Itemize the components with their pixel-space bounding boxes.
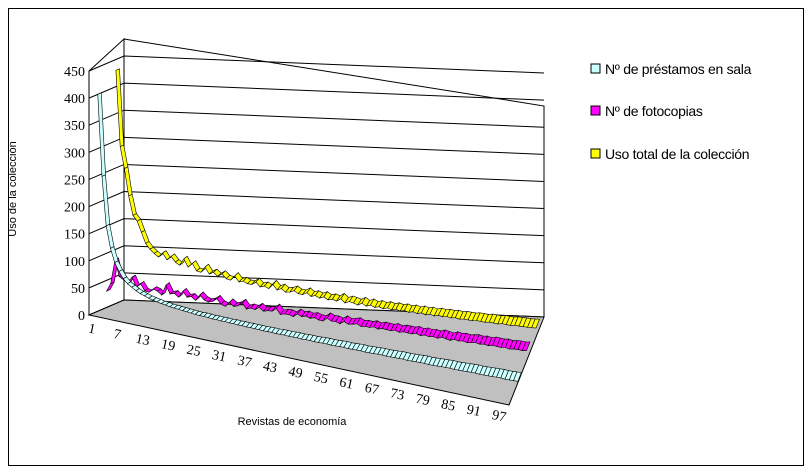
- legend-label-uso-total: Uso total de la colección: [605, 146, 749, 162]
- chart-floor: [87, 299, 545, 406]
- x-tick-label: 55: [312, 370, 329, 388]
- legend-swatch-prestamos: [590, 63, 601, 74]
- gridline: [88, 55, 545, 74]
- y-axis-title: Uso de la colección: [9, 141, 19, 236]
- y-tick-label: 0: [78, 309, 85, 324]
- x-axis-ticks: 1 7 13 19 25 31 37 43 49 55 61 67 73 79 85 91 97: [87, 322, 508, 426]
- y-tick-label: 150: [64, 228, 85, 243]
- y-tick-label: 250: [64, 173, 85, 188]
- y-tick-label: 50: [71, 282, 85, 297]
- x-tick-label: 25: [185, 343, 202, 361]
- y-axis-ticks: 0 50 100 150 200 250 300 350 400 450: [64, 65, 85, 324]
- x-tick-label: 7: [112, 327, 122, 343]
- x-tick-label: 49: [287, 364, 304, 382]
- series-ribbon-0: [97, 92, 522, 382]
- y-tick-label: 350: [64, 119, 85, 134]
- chart-frame: 0 50 100 150 200 250 300 350 400 450 1 7 13 19 25 31 37…: [8, 8, 804, 466]
- y-tick-label: 400: [64, 92, 85, 107]
- x-tick-label: 31: [211, 348, 228, 366]
- x-axis-title: Revistas de economía: [238, 416, 348, 428]
- x-tick-label: 37: [236, 354, 253, 372]
- x-tick-label: 97: [491, 408, 508, 426]
- gridline: [88, 245, 545, 264]
- legend-label-prestamos: Nº de préstamos en sala: [605, 61, 752, 77]
- y-tick-label: 100: [64, 255, 85, 270]
- x-tick-label: 61: [338, 375, 355, 393]
- gridline: [88, 218, 545, 237]
- x-tick-label: 73: [389, 386, 406, 404]
- gridline: [88, 191, 545, 210]
- x-tick-label: 43: [261, 359, 278, 377]
- x-tick-label: 67: [363, 381, 380, 399]
- y-tick-label: 450: [64, 65, 85, 80]
- legend: Nº de préstamos en sala Nº de fotocopias…: [590, 61, 752, 162]
- x-tick-label: 1: [87, 322, 97, 338]
- y-tick-label: 300: [64, 146, 85, 161]
- series-1-point-segment: [521, 341, 531, 352]
- x-tick-label: 19: [160, 337, 177, 355]
- x-tick-label: 79: [414, 392, 431, 410]
- series-2-point-segment: [531, 318, 540, 329]
- legend-label-fotocopias: Nº de fotocopias: [605, 103, 703, 119]
- y-tick-label: 200: [64, 201, 85, 216]
- x-tick-label: 13: [134, 332, 151, 350]
- series-layer: [97, 68, 540, 382]
- legend-swatch-uso-total: [590, 148, 601, 159]
- x-tick-label: 91: [465, 403, 482, 421]
- legend-swatch-fotocopias: [590, 105, 601, 116]
- series-ribbon-1: [105, 257, 531, 352]
- series-ribbon-2: [115, 68, 540, 329]
- chart-canvas: 0 50 100 150 200 250 300 350 400 450 1 7 13 19 25 31 37…: [9, 37, 752, 428]
- series-0-point-segment: [513, 371, 522, 382]
- x-tick-label: 85: [440, 397, 457, 415]
